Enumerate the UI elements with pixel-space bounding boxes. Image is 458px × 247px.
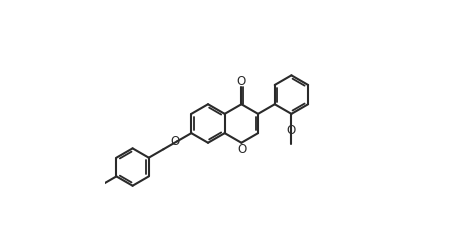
Text: O: O [170,135,179,148]
Text: O: O [237,75,246,88]
Text: O: O [238,143,247,156]
Text: O: O [287,124,296,137]
